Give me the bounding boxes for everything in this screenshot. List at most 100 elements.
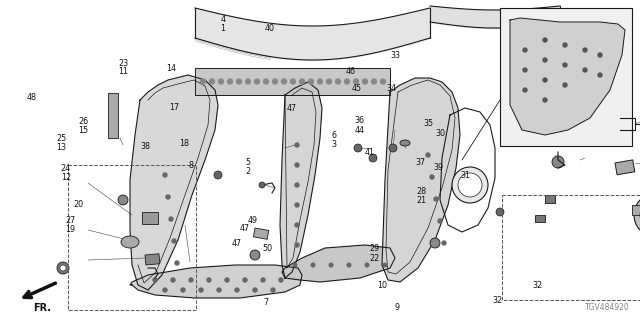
Polygon shape: [280, 82, 322, 278]
Text: 37: 37: [415, 158, 426, 167]
Text: 7: 7: [263, 298, 268, 307]
Polygon shape: [510, 18, 625, 135]
Circle shape: [354, 144, 362, 152]
Text: 46: 46: [346, 67, 356, 76]
Circle shape: [57, 262, 69, 274]
Circle shape: [326, 79, 332, 84]
Circle shape: [227, 79, 232, 84]
Bar: [535, 215, 545, 222]
Text: 20: 20: [73, 200, 83, 209]
Circle shape: [598, 73, 602, 77]
Circle shape: [261, 278, 265, 282]
Text: 28: 28: [416, 188, 426, 196]
Circle shape: [353, 79, 358, 84]
Bar: [195, 68, 390, 95]
Bar: [500, 8, 632, 146]
Circle shape: [295, 223, 299, 227]
Circle shape: [543, 78, 547, 82]
Circle shape: [347, 263, 351, 267]
Circle shape: [583, 48, 587, 52]
Ellipse shape: [121, 236, 139, 248]
Bar: [108, 93, 118, 138]
Circle shape: [523, 48, 527, 52]
Circle shape: [163, 173, 167, 177]
Text: 18: 18: [179, 139, 189, 148]
Bar: [632, 205, 640, 215]
Text: 36: 36: [355, 116, 365, 125]
Text: 1: 1: [220, 24, 225, 33]
Text: 22: 22: [369, 254, 380, 263]
Text: 9: 9: [394, 303, 399, 312]
Circle shape: [430, 238, 440, 248]
Circle shape: [163, 288, 167, 292]
Circle shape: [235, 288, 239, 292]
Text: 44: 44: [355, 126, 365, 135]
Text: 32: 32: [493, 296, 503, 305]
Circle shape: [237, 79, 241, 84]
Text: 23: 23: [118, 59, 129, 68]
Text: 8: 8: [188, 161, 193, 170]
Bar: [615, 160, 635, 175]
Circle shape: [371, 79, 376, 84]
Circle shape: [181, 288, 185, 292]
Circle shape: [189, 278, 193, 282]
Circle shape: [381, 79, 385, 84]
Circle shape: [295, 163, 299, 167]
Text: 40: 40: [265, 24, 275, 33]
Circle shape: [175, 261, 179, 265]
Circle shape: [153, 278, 157, 282]
Bar: [142, 212, 158, 224]
Bar: [145, 254, 160, 265]
Text: 50: 50: [262, 244, 273, 253]
Circle shape: [496, 208, 504, 216]
Circle shape: [217, 288, 221, 292]
Text: 31: 31: [461, 171, 471, 180]
Polygon shape: [130, 75, 218, 290]
Text: 26: 26: [78, 117, 88, 126]
Text: 35: 35: [424, 119, 434, 128]
Circle shape: [200, 79, 205, 84]
Circle shape: [598, 53, 602, 57]
Circle shape: [458, 173, 482, 197]
Circle shape: [273, 79, 278, 84]
Text: 11: 11: [118, 68, 129, 76]
Circle shape: [426, 153, 430, 157]
Circle shape: [214, 171, 222, 179]
Text: 13: 13: [56, 143, 67, 152]
Circle shape: [295, 183, 299, 187]
Circle shape: [199, 288, 203, 292]
Text: FR.: FR.: [33, 303, 51, 313]
Circle shape: [225, 278, 229, 282]
Circle shape: [583, 68, 587, 72]
Text: 34: 34: [387, 84, 397, 93]
Text: 47: 47: [232, 239, 242, 248]
Circle shape: [438, 219, 442, 223]
Text: 32: 32: [532, 281, 543, 290]
Text: 3: 3: [332, 140, 337, 149]
Ellipse shape: [634, 196, 640, 234]
Circle shape: [552, 156, 564, 168]
Text: 4: 4: [220, 15, 225, 24]
Circle shape: [253, 288, 257, 292]
Text: 33: 33: [390, 52, 401, 60]
Circle shape: [452, 167, 488, 203]
Text: 41: 41: [365, 148, 375, 157]
Circle shape: [118, 195, 128, 205]
Text: 12: 12: [61, 173, 71, 182]
Circle shape: [383, 263, 387, 267]
Text: 47: 47: [239, 224, 250, 233]
Circle shape: [317, 79, 323, 84]
Text: 48: 48: [27, 93, 37, 102]
Circle shape: [282, 79, 287, 84]
Circle shape: [218, 79, 223, 84]
Circle shape: [311, 263, 315, 267]
Circle shape: [246, 79, 250, 84]
Text: 14: 14: [166, 64, 177, 73]
Circle shape: [563, 83, 567, 87]
Circle shape: [543, 58, 547, 62]
Circle shape: [172, 239, 176, 243]
Circle shape: [171, 278, 175, 282]
Text: 45: 45: [351, 84, 362, 93]
Circle shape: [293, 263, 297, 267]
Circle shape: [344, 79, 349, 84]
